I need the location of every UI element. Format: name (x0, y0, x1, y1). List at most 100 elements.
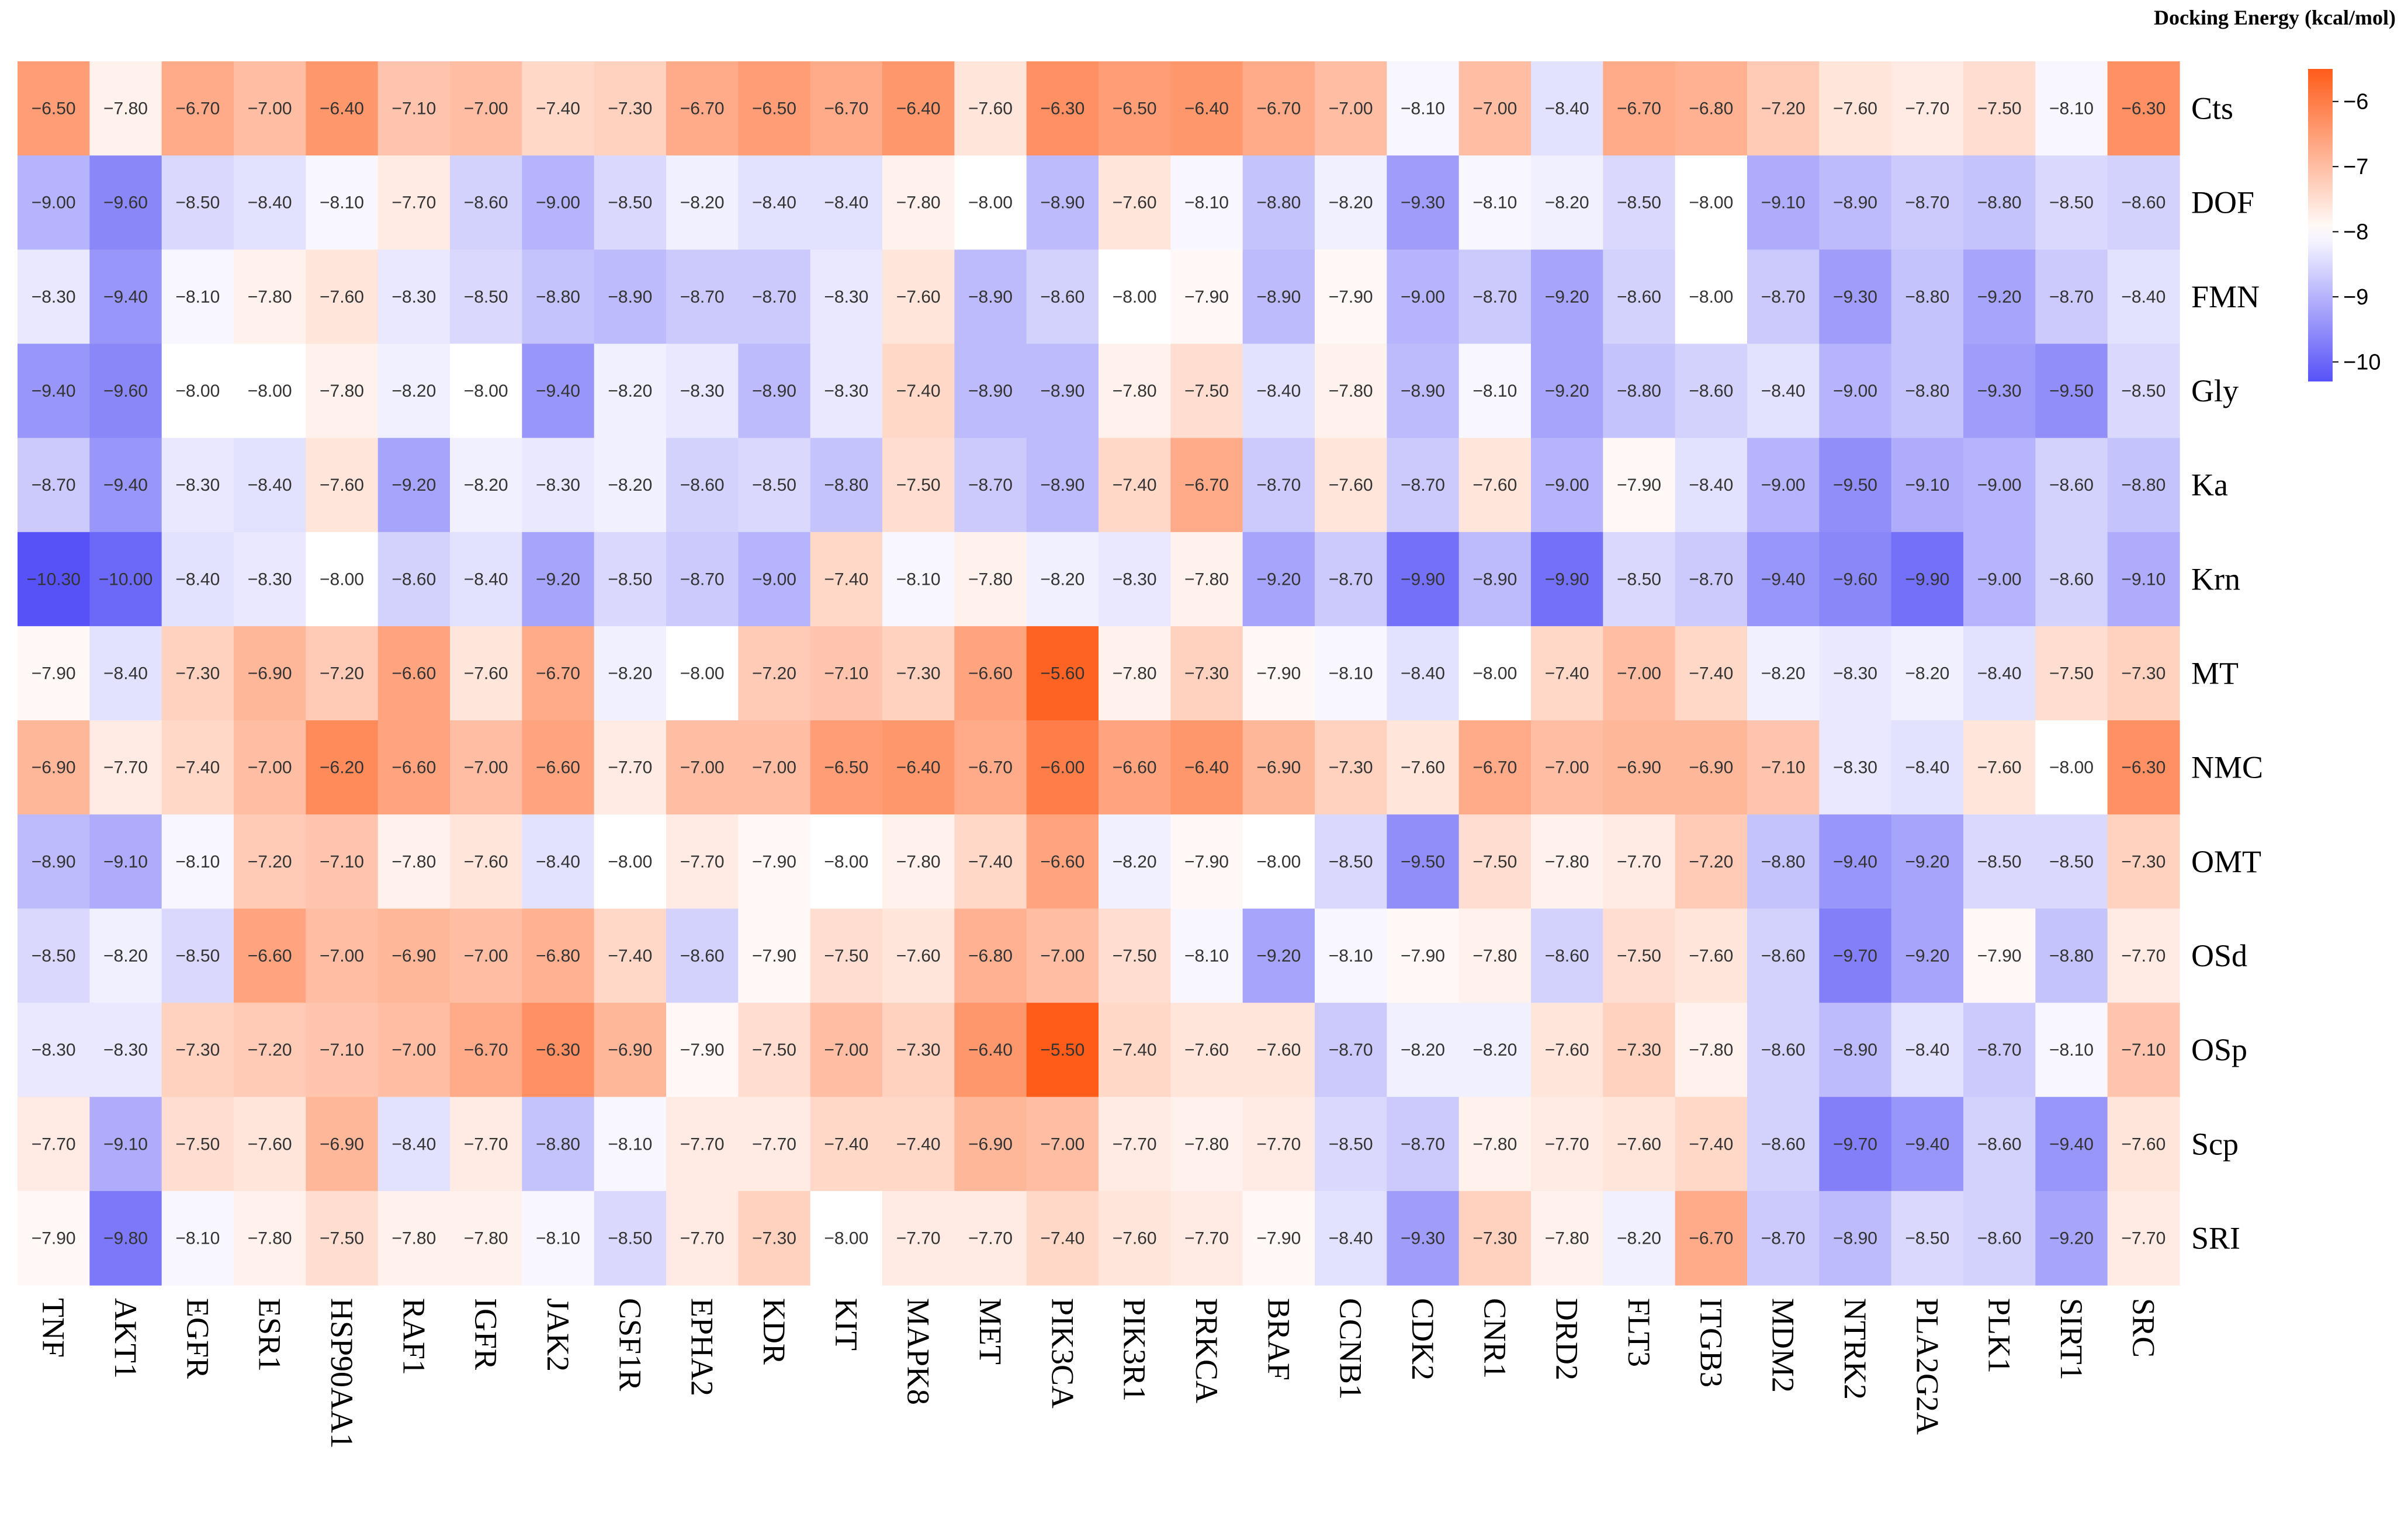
cell-value-label: −9.60 (103, 193, 148, 213)
cell-value-label: −7.40 (896, 1134, 941, 1154)
heatmap-cell (2107, 626, 2180, 721)
cell-value-label: −7.60 (1113, 1229, 1157, 1248)
cell-value-label: −8.70 (1329, 1040, 1373, 1060)
cell-value-label: −7.70 (1113, 1134, 1157, 1154)
cell-value-label: −7.70 (1905, 99, 1949, 119)
cell-value-label: −6.40 (968, 1040, 1013, 1060)
column-label: FLT3 (1621, 1298, 1657, 1367)
legend-title: Docking Energy (kcal/mol) (2154, 6, 2396, 29)
heatmap-cell (1891, 1002, 1964, 1098)
cell-value-label: −6.60 (1040, 852, 1085, 872)
heatmap-cell (306, 249, 379, 345)
cell-value-label: −7.60 (2121, 1134, 2166, 1154)
heatmap-cell (1963, 532, 2036, 627)
cell-value-label: −8.70 (1761, 287, 1806, 307)
heatmap-cell (1891, 532, 1964, 627)
heatmap-cell (2107, 343, 2180, 439)
cell-value-label: −7.60 (320, 287, 364, 307)
heatmap-cell (1531, 343, 1603, 439)
cell-value-label: −8.70 (1401, 476, 1445, 495)
heatmap-cell (377, 61, 451, 156)
cell-value-label: −7.60 (1689, 946, 1733, 966)
column-label: NTRK2 (1838, 1298, 1873, 1400)
cell-value-label: −6.70 (464, 1040, 508, 1060)
cell-value-label: −7.10 (320, 852, 364, 872)
heatmap-cell (954, 343, 1027, 439)
heatmap-cell (1242, 343, 1315, 439)
cell-value-label: −8.90 (1256, 287, 1301, 307)
heatmap-cell (594, 814, 667, 909)
heatmap-cell (1242, 249, 1315, 345)
cell-value-label: −8.00 (464, 381, 508, 401)
cell-value-label: −7.70 (608, 758, 652, 778)
heatmap-cell (1315, 532, 1387, 627)
heatmap-cell (450, 720, 522, 815)
heatmap-cell (1891, 814, 1964, 909)
cell-value-label: −8.50 (175, 193, 220, 213)
heatmap-cell (954, 1096, 1027, 1192)
column-label: CCNB1 (1333, 1298, 1368, 1400)
cell-value-label: −8.20 (1472, 1040, 1517, 1060)
heatmap-cell (1315, 720, 1387, 815)
heatmap-cell (882, 61, 955, 156)
heatmap-cell (1531, 626, 1603, 721)
cell-value-label: −7.80 (1329, 381, 1373, 401)
cell-value-label: −7.40 (608, 946, 652, 966)
cell-value-label: −8.40 (536, 852, 580, 872)
cell-value-label: −9.00 (1833, 381, 1877, 401)
heatmap-cell (666, 814, 739, 909)
heatmap-cell (2107, 438, 2180, 533)
cell-value-label: −8.40 (1256, 381, 1301, 401)
cell-value-label: −8.40 (1977, 664, 2022, 683)
heatmap-cell (1315, 61, 1387, 156)
heatmap-cell (1458, 1002, 1532, 1098)
heatmap-cell (1819, 155, 1892, 250)
heatmap-cell (882, 1096, 955, 1192)
heatmap-cell (1963, 814, 2036, 909)
cell-value-label: −8.60 (391, 570, 436, 589)
cell-value-label: −7.60 (1184, 1040, 1229, 1060)
cell-value-label: −7.40 (1689, 664, 1733, 683)
cell-value-label: −7.80 (896, 852, 941, 872)
cell-value-label: −6.90 (32, 758, 76, 778)
cell-value-label: −9.30 (1833, 287, 1877, 307)
heatmap-cell (377, 249, 451, 345)
cell-value-label: −8.00 (608, 852, 652, 872)
cell-value-label: −8.20 (1905, 664, 1949, 683)
heatmap-cell (89, 814, 162, 909)
cell-value-label: −7.80 (1113, 664, 1157, 683)
cell-value-label: −7.40 (175, 758, 220, 778)
row-label: OSd (2191, 938, 2247, 973)
cell-value-label: −8.50 (2121, 381, 2166, 401)
cell-value-label: −8.30 (32, 287, 76, 307)
cell-value-label: −9.20 (1256, 570, 1301, 589)
heatmap-cell (2035, 438, 2108, 533)
heatmap-cell (161, 438, 234, 533)
heatmap-cell (2107, 814, 2180, 909)
cell-value-label: −7.30 (2121, 852, 2166, 872)
heatmap-cell (89, 908, 162, 1004)
heatmap-cell (234, 1191, 306, 1286)
cell-value-label: −7.50 (320, 1229, 364, 1248)
heatmap-cell (666, 155, 739, 250)
heatmap-cell (2107, 532, 2180, 627)
heatmap-cell (18, 343, 90, 439)
heatmap-cell (450, 61, 522, 156)
heatmap-cell (2107, 155, 2180, 250)
cell-value-label: −8.10 (896, 570, 941, 589)
heatmap-cell (666, 532, 739, 627)
cell-value-label: −6.90 (1617, 758, 1661, 778)
cell-value-label: −8.00 (1113, 287, 1157, 307)
heatmap-cell (1531, 720, 1603, 815)
cell-value-label: −6.40 (896, 758, 941, 778)
heatmap-cell (1531, 532, 1603, 627)
heatmap-cell (666, 1002, 739, 1098)
heatmap-cell (594, 908, 667, 1004)
heatmap-cell (2035, 343, 2108, 439)
cell-value-label: −6.60 (248, 946, 292, 966)
heatmap-cell (1963, 343, 2036, 439)
cell-value-label: −8.80 (1761, 852, 1806, 872)
heatmap-cell (810, 1191, 883, 1286)
column-label: ESR1 (252, 1298, 287, 1372)
heatmap-cell (450, 249, 522, 345)
